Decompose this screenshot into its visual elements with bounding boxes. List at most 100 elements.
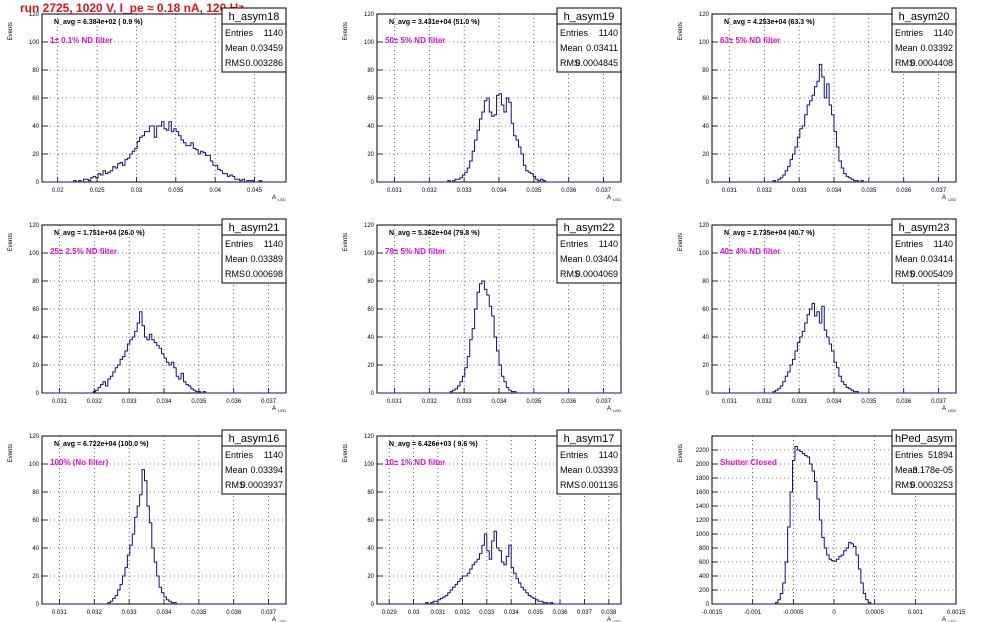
navg-label: N_avg = 6.384e+02 ( 0.9 %)	[54, 19, 143, 26]
stats-box	[891, 218, 957, 284]
x-tick-label: 0.031	[52, 610, 68, 616]
x-tick-label: 0.035	[861, 399, 877, 405]
x-tick-label: 0.034	[156, 399, 172, 405]
stats-box	[221, 7, 287, 73]
stats-label-entries: Entries	[895, 28, 924, 38]
x-tick-label: 0.034	[826, 188, 842, 194]
histogram-line	[377, 530, 621, 605]
y-tick-label: 60	[367, 518, 374, 524]
stats-value-entries: 1140	[264, 239, 283, 249]
navg-label: N_avg = 1.751e+04 (26.0 %)	[54, 230, 145, 237]
y-axis-label: Events	[8, 444, 14, 462]
x-tick-label: 0.032	[455, 610, 471, 616]
x-tick-label: 0.035	[528, 610, 544, 616]
stats-label-entries: Entries	[895, 450, 924, 460]
stats-label-rms: RMS	[225, 269, 245, 279]
x-tick-label: 0.031	[387, 399, 403, 405]
stats-value-mean: 0.03411	[586, 43, 618, 53]
y-tick-label: 1800	[696, 476, 710, 482]
x-tick-label: 0.037	[596, 188, 612, 194]
y-tick-label: 1400	[696, 504, 710, 510]
filter-label: 79± 5% ND filter	[385, 247, 445, 256]
stats-label-mean: Mean	[560, 465, 583, 475]
stats-value-rms: 0.0003253	[910, 480, 953, 490]
histogram-panel-h_asym18: 0.02 0.025 0.03 0.035 0.04 0.045 0 20 40 60 80 100 1…	[8, 7, 287, 202]
histogram-name: h_asym20	[899, 11, 950, 23]
histogram-panel-h_asym20: 0.031 0.032 0.033 0.034 0.035 0.036 0.037 0 20 40…	[678, 7, 957, 202]
y-tick-label: 120	[29, 434, 40, 440]
x-tick-label: 0.034	[491, 188, 507, 194]
y-tick-label: 20	[702, 363, 709, 369]
y-tick-label: 80	[32, 490, 39, 496]
stats-label-entries: Entries	[895, 239, 924, 249]
stats-value-rms: 0.0005409	[910, 269, 953, 279]
x-tick-label: 0.036	[896, 188, 912, 194]
histogram-panel-h_asym17: 0.029 0.03 0.031 0.032 0.033 0.034 0.035 0.036 0…	[343, 429, 622, 622]
x-tick-label: 0.001	[908, 610, 924, 616]
stats-box	[221, 429, 287, 495]
stats-value-entries: 1140	[934, 239, 953, 249]
x-axis-label-subscript: LED	[278, 408, 286, 413]
y-axis-label: Events	[8, 22, 14, 40]
stats-value-rms: 0.0003937	[240, 480, 283, 490]
stats-label-entries: Entries	[560, 239, 589, 249]
x-tick-label: 0.033	[457, 188, 473, 194]
x-tick-label: 0.032	[87, 399, 103, 405]
y-tick-label: 60	[702, 307, 709, 313]
y-tick-label: 1600	[696, 490, 710, 496]
y-tick-label: 60	[702, 96, 709, 102]
x-tick-label: 0.045	[247, 188, 263, 194]
stats-box	[556, 218, 622, 284]
filter-label: 63± 5% ND filter	[720, 36, 780, 45]
y-tick-label: 100	[699, 40, 710, 46]
stats-value-rms: 0.001136	[581, 480, 618, 490]
x-tick-label: 0.03	[131, 188, 143, 194]
histogram-line	[377, 93, 621, 183]
y-tick-label: 120	[699, 223, 710, 229]
y-tick-label: 80	[32, 279, 39, 285]
stats-label-entries: Entries	[225, 239, 254, 249]
x-axis-label: A	[942, 195, 946, 201]
y-tick-label: 40	[702, 124, 709, 130]
histogram-line	[42, 121, 286, 183]
histogram-line	[42, 311, 286, 394]
histogram-name: h_asym18	[229, 11, 280, 23]
x-tick-label: 0.036	[226, 399, 242, 405]
x-tick-label: 0.035	[191, 610, 207, 616]
x-tick-label: 0.034	[491, 399, 507, 405]
x-tick-label: -0.0005	[783, 610, 804, 616]
run-title: run 2725, 1020 V, I_pe ≈ 0.18 nA, 120 Hz	[20, 1, 245, 15]
x-tick-label: 0	[832, 610, 836, 616]
stats-box	[221, 218, 287, 284]
y-tick-label: 40	[32, 546, 39, 552]
stats-value-mean: 0.03392	[920, 43, 953, 53]
x-axis-label-subscript: LED	[613, 197, 621, 202]
x-tick-label: 0.032	[422, 188, 438, 194]
y-tick-label: 60	[367, 307, 374, 313]
x-tick-label: 0.036	[896, 399, 912, 405]
x-tick-label: 0.035	[861, 188, 877, 194]
x-tick-label: 0.035	[168, 188, 184, 194]
x-tick-label: 0.025	[90, 188, 106, 194]
x-tick-label: 0.036	[552, 610, 568, 616]
stats-value-mean: 0.03414	[920, 254, 953, 264]
navg-label: N_avg = 5.362e+04 (79.8 %)	[389, 230, 480, 237]
filter-label: Shutter Closed	[720, 458, 777, 467]
stats-value-mean: 0.03393	[585, 465, 618, 475]
x-tick-label: 0.034	[826, 399, 842, 405]
histogram-line	[42, 469, 286, 605]
y-tick-label: 20	[702, 152, 709, 158]
histogram-panel-h_asym16: 0.031 0.032 0.033 0.034 0.035 0.036 0.037 0 20 40…	[8, 429, 287, 622]
y-tick-label: 120	[364, 434, 375, 440]
x-tick-label: 0.034	[504, 610, 520, 616]
navg-label: N_avg = 3.431e+04 (51.0 %)	[389, 19, 480, 26]
histogram-line	[377, 280, 621, 394]
x-axis-label: A	[942, 406, 946, 412]
x-tick-label: 0.033	[479, 610, 495, 616]
x-tick-label: 0.033	[792, 399, 808, 405]
stats-box	[891, 429, 957, 495]
x-tick-label: 0.032	[87, 610, 103, 616]
stats-label-entries: Entries	[560, 28, 589, 38]
stats-value-entries: 1140	[599, 28, 618, 38]
x-tick-label: 0.032	[757, 188, 773, 194]
